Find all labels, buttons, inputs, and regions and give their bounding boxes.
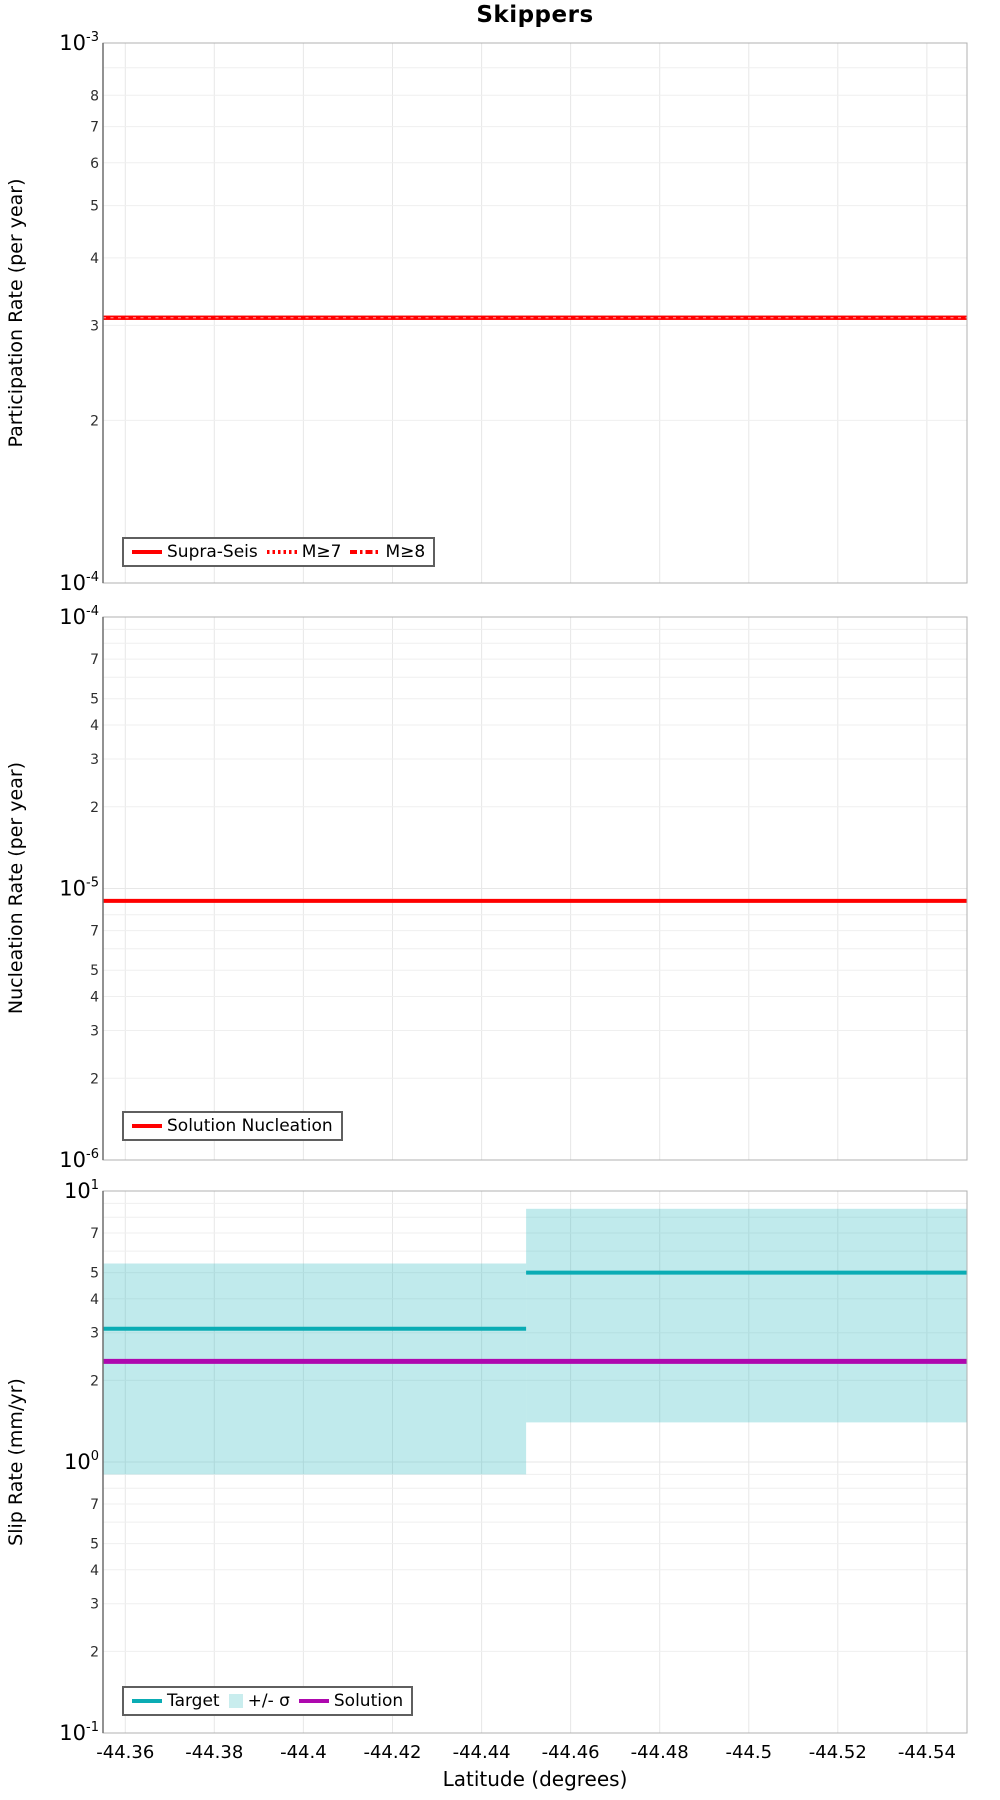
y-minor-tick-label: 6 [90,156,99,172]
legend-item: Solution Nucleation [132,1116,333,1136]
legend-label: Solution Nucleation [167,1116,333,1136]
y-minor-tick-label: 2 [90,1373,99,1389]
y-minor-tick-label: 3 [90,1326,99,1342]
panel-2-grid [103,1191,967,1733]
x-tick-label: -44.5 [726,1742,773,1763]
legend-label: M≥7 [301,542,342,562]
x-tick-label: -44.46 [542,1742,600,1763]
legend-item: Target [132,1691,220,1711]
y-major-tick-label: 10-1 [59,1720,99,1745]
y-minor-tick-label: 7 [90,652,99,668]
y-minor-tick-label: 4 [90,1563,99,1579]
y-minor-tick-label: 4 [90,251,99,267]
x-tick-label: -44.36 [96,1742,154,1763]
panel-0-grid [103,43,967,583]
legend-label: Target [167,1691,220,1711]
y-minor-tick-label: 3 [90,1597,99,1613]
ylabel-nucleation-rate: Nucleation Rate (per year) [5,761,27,1015]
y-minor-tick-label: 3 [90,318,99,334]
y-minor-tick-label: 5 [90,963,99,979]
panel-1-ytick-labels: 10-4 10-5 10-6 7 5 4 3 2 7 5 4 3 2 [59,604,99,1172]
uncertainty-band [103,1263,527,1475]
y-major-tick-label: 10-4 [59,570,99,595]
legend-item: Supra-Seis [132,542,258,562]
legend-item: Solution [298,1691,404,1711]
m8-dashdot-line-swatch [350,550,381,554]
y-minor-tick-label: 2 [90,1644,99,1660]
uncertainty-band [526,1208,967,1423]
y-minor-tick-label: 2 [90,1071,99,1087]
y-minor-tick-label: 7 [90,1497,99,1513]
legend-participation: Supra-Seis M≥7 M≥8 [122,537,436,567]
y-minor-tick-label: 5 [90,1266,99,1282]
x-tick-label: -44.52 [809,1742,867,1763]
legend-item: M≥8 [350,542,425,562]
x-tick-label: -44.44 [453,1742,511,1763]
y-major-tick-label: 10-3 [59,30,99,55]
y-minor-tick-label: 3 [90,752,99,768]
y-major-tick-label: 10-4 [59,604,99,629]
sigma-band-swatch [228,1694,243,1708]
x-tick-label: -44.4 [280,1742,327,1763]
x-tick-label: -44.54 [898,1742,956,1763]
xlabel-latitude: Latitude (degrees) [442,1767,628,1791]
y-major-tick-label: 101 [64,1178,99,1203]
legend-label: Solution [333,1691,404,1711]
solution-line-swatch [298,1699,329,1703]
chart-title: Skippers [476,2,594,28]
y-minor-tick-label: 2 [90,800,99,816]
panel-2-series [103,1208,967,1475]
y-minor-tick-label: 8 [90,88,99,104]
y-major-tick-label: 10-6 [59,1147,99,1172]
legend-nucleation: Solution Nucleation [122,1111,343,1141]
y-major-tick-label: 100 [64,1449,99,1474]
x-tick-labels: -44.36 -44.38 -44.4 -44.42 -44.44 -44.46 -44.4… [96,1742,956,1763]
solution-nucleation-line-swatch [132,1124,162,1128]
panel-2-ytick-labels: 101 100 10-1 7 5 4 3 2 7 5 4 3 2 [59,1178,99,1745]
legend-label: +/- σ [247,1691,290,1711]
y-minor-tick-label: 4 [90,990,99,1006]
x-tick-label: -44.48 [631,1742,689,1763]
panel-0-ytick-labels: 10-3 10-4 8 7 6 5 4 3 2 [59,30,99,595]
y-minor-tick-label: 5 [90,199,99,215]
target-line-swatch [132,1699,162,1703]
y-minor-tick-label: 3 [90,1024,99,1040]
panel-1-grid [103,617,967,1160]
legend-label: Supra-Seis [167,542,258,562]
ylabel-participation-rate: Participation Rate (per year) [5,178,27,448]
y-minor-tick-label: 7 [90,120,99,136]
y-minor-tick-label: 5 [90,692,99,708]
y-minor-tick-label: 4 [90,718,99,734]
supra-seis-line-swatch [132,550,162,554]
legend-slip-rate: Target +/- σ Solution [122,1686,414,1716]
x-tick-label: -44.38 [185,1742,243,1763]
y-minor-tick-label: 7 [90,1226,99,1242]
y-minor-tick-label: 2 [90,413,99,429]
legend-item: M≥7 [266,542,342,562]
m7-dotted-line-swatch [266,550,297,554]
ylabel-slip-rate: Slip Rate (mm/yr) [5,1378,27,1546]
y-major-tick-label: 10-5 [59,876,99,901]
y-minor-tick-label: 4 [90,1292,99,1308]
y-minor-tick-label: 7 [90,924,99,940]
legend-item: +/- σ [228,1691,290,1711]
x-tick-label: -44.42 [363,1742,421,1763]
y-minor-tick-label: 5 [90,1537,99,1553]
legend-label: M≥8 [385,542,426,562]
